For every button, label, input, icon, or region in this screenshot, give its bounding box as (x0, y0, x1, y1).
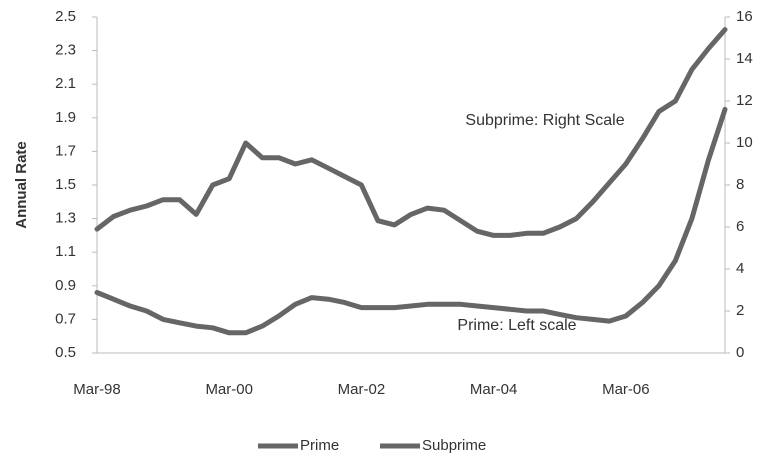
y-tick-label: 0.7 (55, 310, 76, 327)
y2-tick-label: 12 (736, 92, 753, 109)
y2-tick-label: 0 (736, 344, 744, 361)
y-tick-label: 2.3 (55, 42, 76, 59)
y2-tick-label: 2 (736, 302, 744, 319)
x-tick-label: Mar-98 (73, 381, 121, 398)
y-axis-title: Annual Rate (13, 141, 30, 229)
x-tick-label: Mar-00 (205, 381, 253, 398)
legend-label: Subprime (422, 437, 486, 454)
y-tick-label: 1.5 (55, 176, 76, 193)
x-tick-label: Mar-02 (338, 381, 386, 398)
y-tick-label: 2.1 (55, 75, 76, 92)
y-tick-label: 2.5 (55, 8, 76, 25)
y-tick-label: 0.9 (55, 277, 76, 294)
y2-tick-label: 14 (736, 50, 753, 67)
y2-tick-label: 8 (736, 176, 744, 193)
y-tick-label: 1.3 (55, 210, 76, 227)
annotation: Prime: Left scale (457, 317, 576, 334)
x-tick-label: Mar-04 (470, 381, 518, 398)
y2-tick-label: 4 (736, 260, 744, 277)
y-tick-label: 0.5 (55, 344, 76, 361)
series-line (94, 27, 728, 238)
y2-tick-label: 10 (736, 134, 753, 151)
series-line (94, 106, 728, 336)
x-tick-label: Mar-06 (602, 381, 650, 398)
y-tick-label: 1.9 (55, 109, 76, 126)
legend-label: Prime (300, 437, 339, 454)
y-tick-label: 1.7 (55, 142, 76, 159)
y2-tick-label: 16 (736, 8, 753, 25)
y2-tick-label: 6 (736, 218, 744, 235)
y-tick-label: 1.1 (55, 243, 76, 260)
annotation: Subprime: Right Scale (465, 112, 624, 129)
